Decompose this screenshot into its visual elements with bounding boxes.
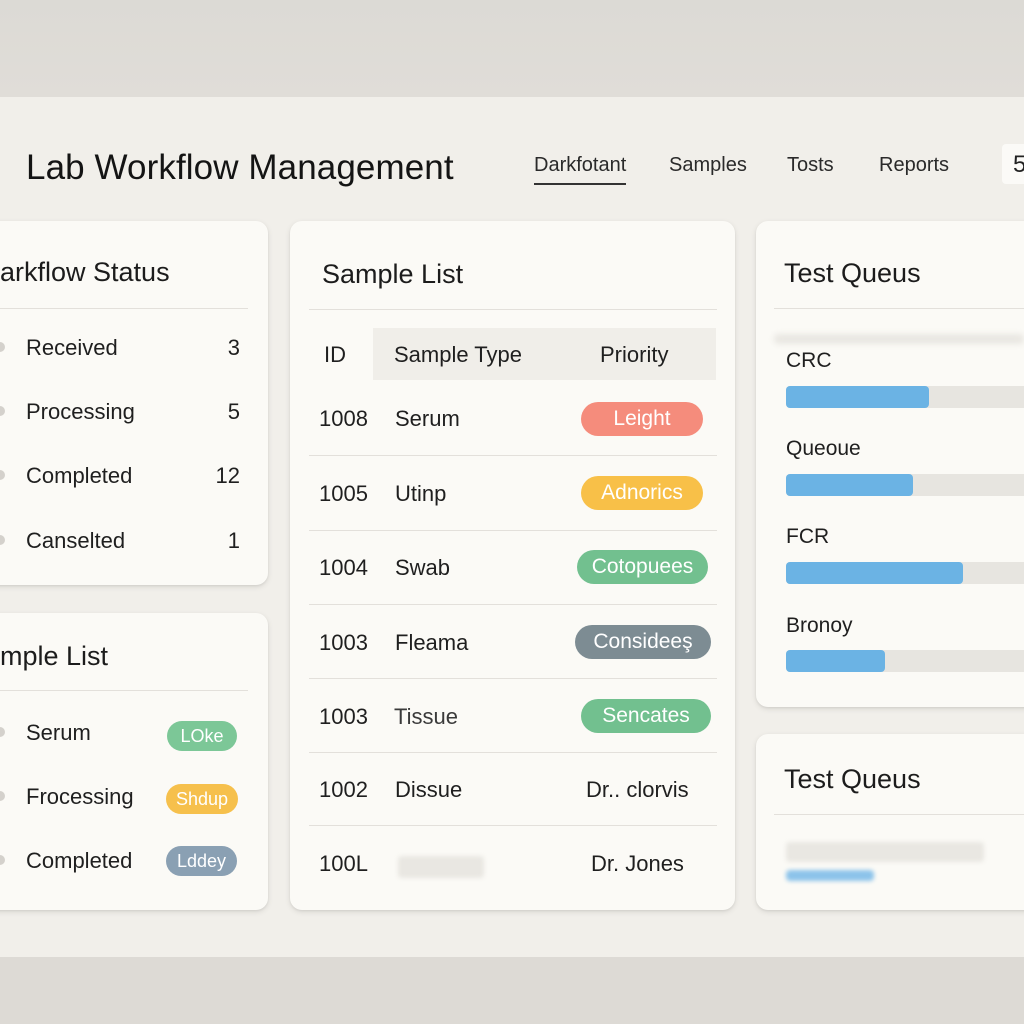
status-badge: Lddey — [166, 846, 237, 876]
queue-progress-fill — [786, 650, 885, 672]
mini-sample-list-title: mple List — [0, 641, 109, 671]
priority-badge: Sencates — [581, 699, 711, 733]
priority-badge: Adnorics — [581, 476, 703, 510]
mini-sample-serum-label: Serum — [26, 720, 91, 745]
column-header-id[interactable]: ID — [324, 342, 346, 367]
blurred-row — [774, 334, 1024, 344]
test-queue-card — [756, 221, 1024, 707]
assignee-cell: Dr. Jones — [591, 851, 684, 876]
background-bottom — [0, 957, 1024, 1024]
sample-id-cell: 1004 — [319, 555, 368, 580]
status-dot — [0, 406, 5, 416]
sample-type-cell: Fleama — [395, 630, 469, 655]
sample-type-cell: Dissue — [395, 777, 463, 802]
workflow-status-card — [0, 221, 268, 585]
item-dot — [0, 791, 5, 801]
nav-tab-samples[interactable]: Samples — [669, 154, 747, 176]
sample-id-cell: 1008 — [319, 406, 368, 431]
app-title: Lab Workflow Management — [26, 148, 454, 187]
sample-list-title: Sample List — [322, 259, 464, 289]
assignee-cell: Dr.. clorvis — [586, 777, 689, 802]
status-completed-label: Completed — [26, 463, 133, 488]
status-dot — [0, 342, 5, 352]
row-divider — [309, 825, 717, 826]
priority-badge: Leight — [581, 402, 703, 436]
table-header-background — [373, 328, 716, 380]
sample-type-cell: Tissue — [394, 704, 458, 729]
status-processing-count: 5 — [227, 399, 240, 424]
test-queue-card-2 — [756, 734, 1024, 910]
workflow-status-title: arkflow Status — [0, 257, 170, 287]
status-received-count: 3 — [227, 335, 240, 360]
row-divider — [309, 752, 717, 753]
status-processing-label: Processing — [26, 399, 135, 424]
blurred-cell — [398, 856, 484, 878]
item-dot — [0, 855, 5, 865]
queue-fcr-label: FCR — [786, 525, 830, 548]
column-header-sample-type[interactable]: Sample Type — [394, 342, 523, 367]
divider — [0, 308, 248, 309]
queue-progress-fill — [786, 562, 963, 584]
status-cancelled-count: 1 — [227, 528, 240, 553]
status-badge: LOke — [167, 721, 237, 751]
sample-type-cell: Utinp — [395, 481, 447, 506]
sample-type-cell: Serum — [395, 406, 460, 431]
status-completed-count: 12 — [215, 463, 240, 488]
divider — [309, 309, 717, 310]
status-cancelled-label: Canselted — [26, 528, 126, 553]
nav-tab-tests[interactable]: Tosts — [787, 154, 834, 176]
row-divider — [309, 604, 717, 605]
priority-badge: Consideeş — [575, 625, 711, 659]
status-dot — [0, 470, 5, 480]
search-box[interactable]: 5 — [1002, 144, 1024, 184]
status-badge: Shdup — [166, 784, 238, 814]
queue-bronoy-label: Bronoy — [786, 614, 853, 637]
nav-tab-reports[interactable]: Reports — [879, 154, 950, 176]
item-dot — [0, 727, 5, 737]
queue-progress-fill — [786, 474, 913, 496]
sample-id-cell: 1005 — [319, 481, 368, 506]
sample-type-cell: Swab — [395, 555, 451, 580]
queue-progress-fill — [786, 386, 929, 408]
divider — [774, 814, 1024, 815]
background-top — [0, 0, 1024, 97]
priority-badge: Cotopuees — [577, 550, 708, 584]
row-divider — [309, 530, 717, 531]
mini-sample-processing-label: Frocessing — [26, 784, 134, 809]
blurred-row — [786, 842, 984, 862]
sample-id-cell: 1002 — [319, 777, 368, 802]
status-dot — [0, 535, 5, 545]
nav-tab-dashboard[interactable]: Darkfotant — [534, 154, 627, 185]
column-header-priority[interactable]: Priority — [600, 342, 669, 367]
test-queue-title: Test Queus — [784, 258, 921, 288]
divider — [774, 308, 1024, 309]
row-divider — [309, 455, 717, 456]
mini-sample-completed-label: Completed — [26, 848, 133, 873]
test-queue-2-title: Test Queus — [784, 764, 921, 794]
sample-id-cell: 100L — [319, 851, 368, 876]
queue-queoue-label: Queoue — [786, 437, 861, 460]
sample-id-cell: 1003 — [319, 630, 368, 655]
status-received-label: Received — [26, 335, 118, 360]
blurred-progress — [786, 870, 874, 881]
divider — [0, 690, 248, 691]
queue-crc-label: CRC — [786, 349, 832, 372]
row-divider — [309, 678, 717, 679]
sample-id-cell: 1003 — [319, 704, 368, 729]
